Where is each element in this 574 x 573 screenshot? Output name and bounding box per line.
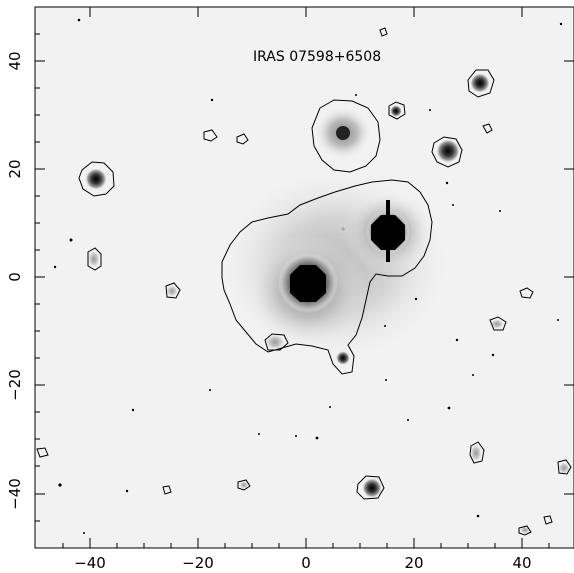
contour-faint-2: [264, 333, 289, 351]
x-tick-label: 40: [512, 554, 531, 572]
contour-star-south: [356, 475, 385, 500]
contour-faint-15: [543, 515, 553, 525]
star-small-center: [339, 225, 347, 233]
north-galaxy-nucleus: [336, 126, 350, 140]
contour-faint-10: [236, 133, 249, 145]
x-tick-label: 20: [404, 554, 423, 572]
faint-object-6: [520, 526, 530, 534]
contour-faint-16: [162, 485, 172, 495]
contour-faint-8: [518, 525, 532, 536]
contour-star-east: [431, 136, 463, 168]
star-east: [436, 139, 460, 163]
x-tick-label: 0: [301, 554, 311, 572]
y-tick-label: −40: [6, 478, 24, 510]
contour-faint-1: [87, 247, 102, 271]
contour-faint-14: [379, 27, 388, 37]
contour-faint-7: [237, 479, 251, 491]
star-northeast: [470, 73, 490, 93]
contour-faint-5: [557, 459, 572, 475]
contour-star-northeast: [467, 69, 495, 98]
axis-ticks: [35, 7, 574, 548]
contour-faint-6: [165, 282, 181, 299]
star-south-central: [336, 351, 350, 365]
y-tick-label: 40: [6, 51, 24, 70]
x-tick-label: −40: [74, 554, 106, 572]
image-content: [36, 18, 572, 536]
contour-north-galaxy: [311, 99, 381, 173]
y-tick-label: −20: [6, 369, 24, 401]
faint-object-1: [88, 250, 100, 268]
contour-faint-3: [489, 316, 507, 331]
contour-faint-12: [36, 447, 49, 458]
star-south: [362, 478, 382, 498]
y-tick-label: 20: [6, 159, 24, 178]
companion-star-bleed-trail: [386, 200, 390, 262]
main-quasar-saturated: [290, 265, 326, 302]
contour-faint-13: [519, 287, 534, 299]
star-west: [85, 168, 107, 190]
contour-main-complex: [221, 179, 433, 375]
faint-object-5: [558, 462, 570, 474]
contour-faint-4: [469, 441, 485, 464]
faint-object-7: [166, 285, 178, 297]
contour-star-west: [78, 161, 115, 197]
isophote-contours: [36, 27, 572, 536]
faint-object-2: [265, 334, 285, 350]
faint-object-3: [490, 319, 504, 329]
y-tick-label: 0: [6, 272, 24, 282]
x-tick-label: −20: [182, 554, 214, 572]
faint-object-8: [239, 481, 249, 489]
contour-faint-9: [203, 129, 218, 142]
star-north-small: [390, 105, 402, 117]
y-axis-labels: 40 20 0 −20 −40: [6, 51, 24, 509]
noise-speckles: [53, 18, 563, 534]
contour-faint-11: [482, 123, 493, 134]
contour-star-north-small: [388, 101, 406, 120]
x-axis-labels: −40 −20 0 20 40: [74, 554, 531, 572]
faint-object-4: [470, 444, 482, 462]
object-title: IRAS 07598+6508: [253, 49, 381, 65]
